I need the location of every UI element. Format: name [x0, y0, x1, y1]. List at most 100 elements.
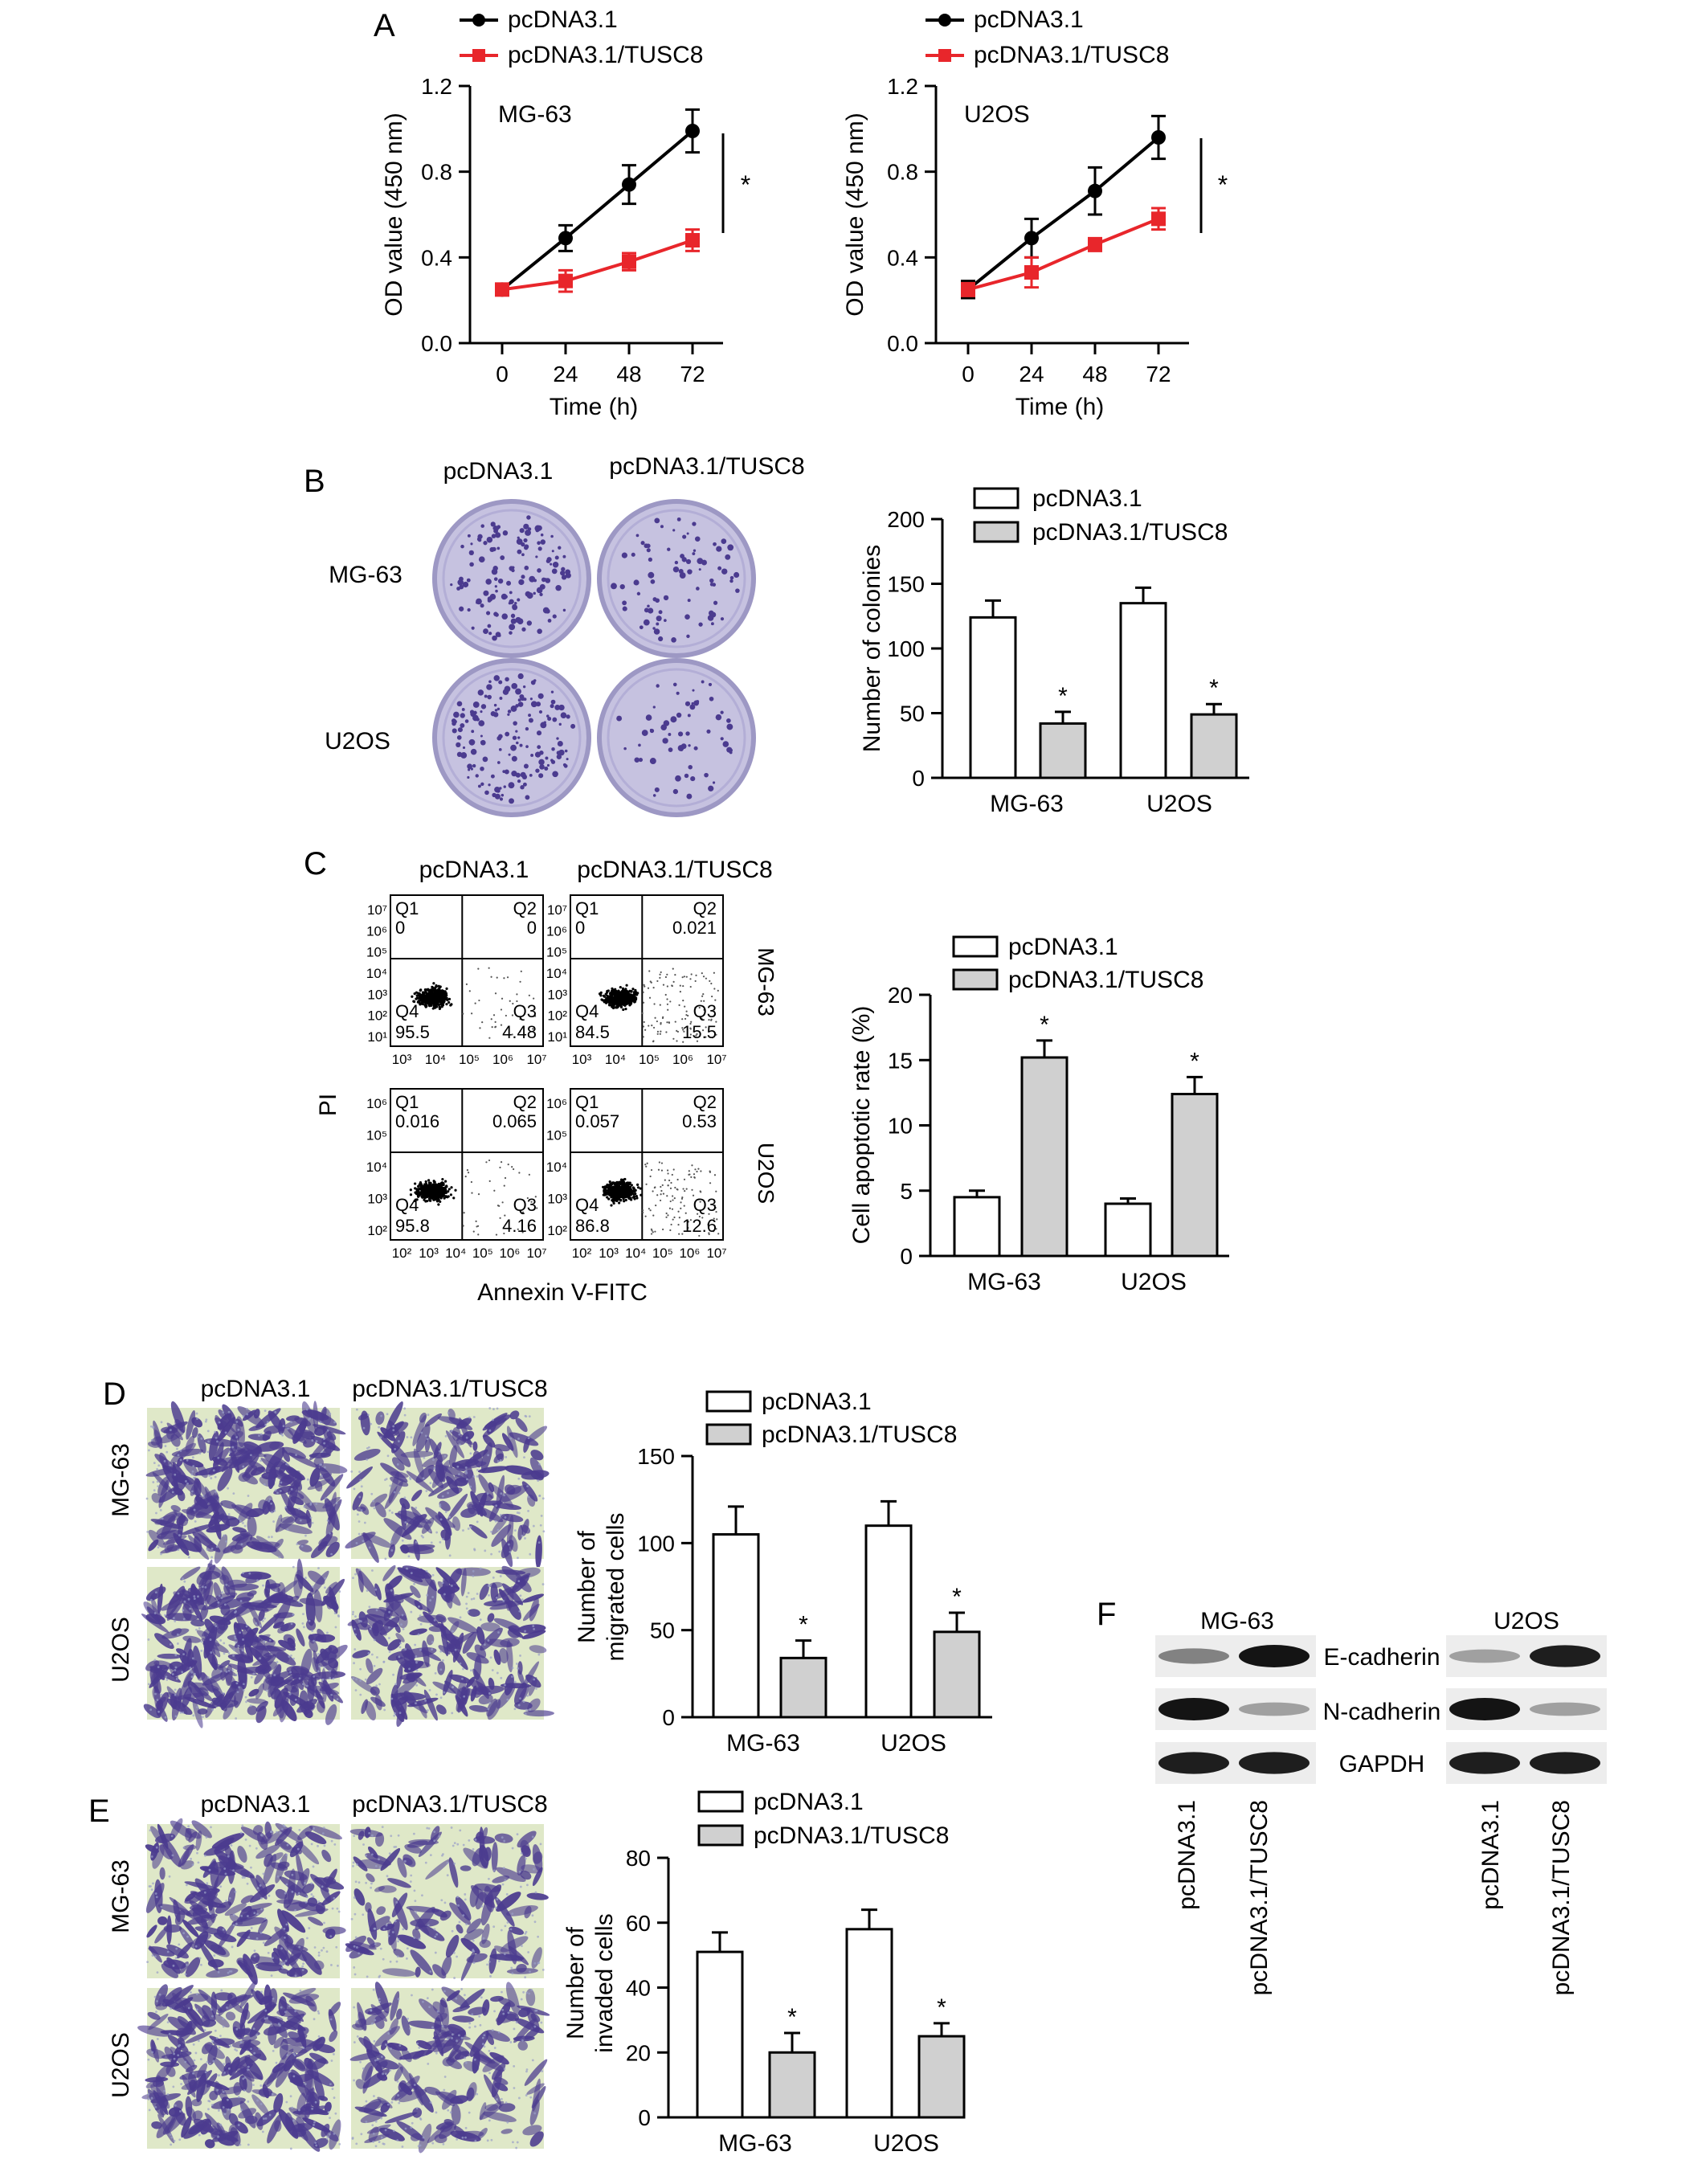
stained-cell	[210, 1678, 226, 1706]
colony	[520, 696, 525, 702]
pore	[394, 1448, 397, 1450]
stained-cell	[529, 1645, 547, 1654]
event-dot	[613, 1187, 616, 1191]
event-dot	[619, 1187, 623, 1190]
colony	[558, 722, 562, 726]
stained-cell	[317, 1472, 333, 1480]
colony	[558, 546, 562, 550]
x-tick-label: 24	[553, 362, 578, 387]
stained-cell	[289, 1967, 296, 1978]
event-dot	[685, 1013, 688, 1016]
pore	[260, 1908, 263, 1911]
event-dot	[676, 1178, 679, 1181]
pore	[462, 1667, 464, 1671]
colony	[680, 743, 687, 750]
colony	[715, 714, 722, 721]
event-dot	[488, 1159, 491, 1162]
stained-cell	[482, 1417, 507, 1438]
quadrant-name: Q3	[513, 1195, 537, 1215]
colony	[478, 556, 485, 563]
stained-cell	[276, 1839, 295, 1854]
pore	[467, 1610, 470, 1614]
stained-cell	[224, 1844, 235, 1863]
pore	[336, 1907, 339, 1910]
pore	[222, 1411, 225, 1414]
event-dot	[713, 1205, 716, 1207]
pore	[527, 1509, 529, 1512]
colony	[525, 745, 529, 748]
pore	[259, 1884, 262, 1887]
flow-x-tick-label: 10²	[572, 1246, 592, 1261]
event-dot	[528, 1173, 530, 1176]
pore	[241, 1649, 244, 1652]
colony	[459, 576, 464, 582]
colony	[689, 704, 696, 710]
stained-cell	[402, 1672, 422, 1684]
event-dot	[435, 1004, 438, 1008]
flow-x-tick-label: 10⁶	[499, 1246, 520, 1261]
pore	[358, 1520, 361, 1523]
apoptosis-bar-chart: Cell apoptotic rate (%) pcDNA3.1 pcDNA3.…	[848, 934, 1229, 1295]
colony	[566, 714, 570, 719]
event-dot	[431, 994, 435, 997]
pore	[302, 1613, 304, 1616]
pore	[227, 1669, 231, 1672]
colony	[492, 546, 496, 552]
stained-cell	[170, 1660, 198, 1677]
pore	[335, 1502, 338, 1504]
stained-cell	[375, 1411, 385, 1426]
colony	[533, 579, 537, 583]
flow-x-tick-label: 10⁴	[425, 1052, 446, 1067]
stained-cell	[468, 1705, 489, 1712]
pore	[352, 1577, 354, 1580]
stained-cell	[486, 1698, 498, 1717]
event-dot	[602, 1185, 605, 1188]
data-point	[558, 231, 573, 246]
stained-cell	[279, 1876, 309, 1898]
event-dot	[496, 976, 498, 979]
event-dot	[689, 1028, 692, 1030]
event-dot	[676, 1188, 679, 1191]
colony	[501, 793, 505, 797]
panel-letter-b: B	[304, 464, 325, 499]
pore	[247, 1495, 250, 1497]
event-dot	[631, 994, 635, 997]
pore	[315, 1440, 318, 1443]
event-dot	[667, 1184, 669, 1187]
pore	[256, 1912, 259, 1916]
stained-cell	[234, 1449, 253, 1466]
od-line-chart-u2os: U2OS OD value (450 nm) Time (h) * 0.00.4…	[842, 74, 1228, 420]
pore	[522, 1700, 525, 1704]
colony	[471, 730, 475, 734]
event-dot	[643, 1021, 645, 1024]
event-dot	[682, 1029, 684, 1031]
pore	[315, 1503, 318, 1505]
stained-cell	[215, 1415, 226, 1435]
bar-control	[712, 1533, 760, 1719]
stained-cell	[523, 1603, 540, 1622]
event-dot	[426, 1196, 429, 1199]
event-dot	[619, 1182, 623, 1185]
category-label: MG-63	[967, 1269, 1041, 1295]
x-tick-label: 72	[680, 362, 705, 387]
pore	[386, 1413, 389, 1416]
event-dot	[656, 1020, 658, 1023]
pore	[402, 1627, 405, 1630]
pore	[496, 1671, 499, 1675]
colony	[521, 575, 525, 579]
colony	[552, 771, 558, 778]
event-dot	[679, 991, 681, 993]
colony	[523, 763, 529, 769]
pore	[400, 1623, 402, 1626]
pore	[524, 1630, 526, 1633]
colony	[499, 797, 504, 801]
pore	[415, 1540, 418, 1544]
stained-cell	[439, 1500, 451, 1511]
stained-cell	[350, 1675, 377, 1695]
event-dot	[504, 1214, 506, 1217]
event-dot	[443, 991, 446, 994]
colony	[550, 759, 554, 763]
colony	[648, 571, 655, 579]
pore	[454, 1648, 457, 1651]
pore	[195, 1412, 198, 1415]
